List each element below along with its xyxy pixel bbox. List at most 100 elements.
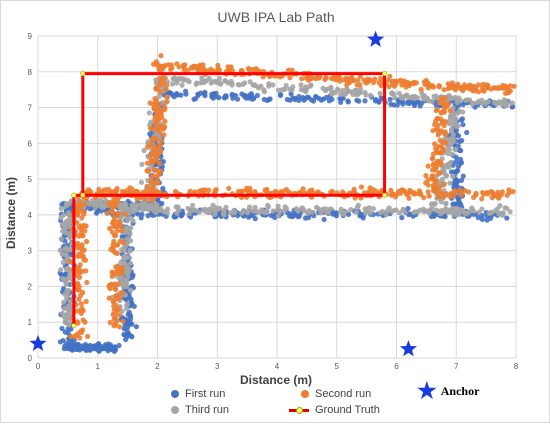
- second-run-point: [400, 79, 406, 85]
- second-run-point: [199, 189, 205, 195]
- second-run-point: [144, 144, 151, 150]
- second-run-point: [475, 82, 482, 88]
- second-run-point: [423, 180, 429, 186]
- second-run-point: [106, 295, 112, 301]
- first-run-point: [296, 97, 302, 103]
- third-run-point: [186, 211, 192, 217]
- first-run-point: [111, 348, 117, 354]
- second-run-point: [161, 132, 167, 138]
- second-run-point: [76, 233, 82, 239]
- first-run-point: [329, 96, 335, 102]
- second-run-point: [107, 319, 113, 326]
- third-run-point: [509, 100, 515, 106]
- first-run-point: [180, 211, 186, 217]
- second-run-point: [113, 286, 119, 292]
- third-run-point: [492, 99, 498, 105]
- second-run-point: [322, 76, 328, 83]
- second-run-point: [114, 263, 120, 269]
- second-run-point: [425, 189, 431, 195]
- anchor-star: [367, 30, 385, 47]
- third-run-point: [290, 84, 296, 90]
- second-run-point: [80, 233, 86, 239]
- second-run-point: [116, 218, 122, 224]
- second-run-point: [112, 321, 118, 327]
- second-run-point: [351, 77, 357, 83]
- first-run-point: [250, 96, 256, 102]
- first-run-point: [116, 342, 122, 349]
- second-run-point: [76, 270, 82, 276]
- second-run-point: [110, 210, 116, 216]
- third-run-point: [283, 82, 289, 89]
- second-run-point: [480, 87, 486, 93]
- third-run-point: [89, 198, 95, 204]
- third-run-point: [64, 266, 70, 272]
- second-run-point: [418, 86, 424, 92]
- second-run-point: [479, 196, 485, 202]
- second-run-point: [430, 162, 436, 168]
- first-run-point: [129, 321, 135, 327]
- first-run-point: [360, 215, 366, 221]
- second-run-point: [155, 168, 161, 174]
- second-run-point: [157, 129, 163, 135]
- second-run-point: [216, 67, 222, 73]
- third-run-point: [328, 90, 335, 96]
- second-run-point: [200, 62, 206, 68]
- third-run-point: [461, 209, 467, 215]
- second-run-point: [119, 227, 125, 234]
- second-run-point: [156, 102, 162, 108]
- second-run-point: [315, 189, 321, 195]
- second-run-point: [436, 171, 442, 177]
- first-run-point: [277, 92, 284, 98]
- second-run-point: [142, 196, 148, 202]
- third-run-point: [306, 208, 312, 214]
- second-run-point: [114, 185, 120, 192]
- second-run-point: [81, 211, 87, 217]
- third-run-point: [58, 236, 64, 242]
- third-run-point: [462, 97, 469, 103]
- third-run-point: [259, 207, 265, 213]
- y-tick-label: 3: [28, 247, 33, 256]
- second-run-point: [113, 310, 119, 316]
- third-run-point: [240, 81, 246, 87]
- third-run-point: [393, 207, 399, 213]
- second-run-point: [164, 99, 170, 105]
- third-run-point: [451, 117, 457, 123]
- second-run-point: [429, 173, 435, 179]
- first-run-point: [76, 345, 82, 351]
- third-run-point: [222, 78, 228, 84]
- third-run-point: [263, 209, 269, 215]
- third-run-point: [282, 86, 288, 92]
- second-run-point: [158, 53, 164, 59]
- second-run-point: [152, 96, 158, 102]
- first-run-point: [145, 213, 151, 219]
- second-run-point: [484, 82, 491, 89]
- second-run-point: [104, 210, 110, 216]
- second-run-point: [440, 194, 446, 200]
- third-run-point: [432, 201, 438, 207]
- second-run-point: [150, 126, 156, 132]
- legend-label-third-run: Third run: [185, 404, 230, 416]
- second-run-point: [430, 155, 436, 161]
- second-run-point: [376, 79, 382, 86]
- second-run-point: [161, 80, 167, 86]
- third-run-point: [303, 88, 309, 95]
- second-run-point: [193, 64, 200, 70]
- third-run-point: [456, 212, 462, 218]
- second-run-point: [78, 301, 84, 307]
- second-run-point: [489, 195, 495, 201]
- second-run-point: [164, 94, 170, 100]
- legend-item-second-run: Second run: [301, 388, 371, 400]
- y-tick-label: 7: [28, 104, 33, 113]
- third-run-point: [448, 113, 454, 119]
- second-run-point: [300, 186, 306, 192]
- second-run-point: [357, 82, 363, 88]
- second-run-point: [462, 188, 468, 194]
- second-run-point: [328, 75, 335, 81]
- second-run-point: [432, 122, 438, 128]
- third-run-point: [466, 97, 473, 103]
- y-tick-label: 2: [28, 282, 33, 291]
- third-run-point: [450, 132, 456, 138]
- second-run-point: [114, 228, 120, 234]
- third-run-point: [500, 102, 506, 108]
- second-run-point: [115, 242, 121, 248]
